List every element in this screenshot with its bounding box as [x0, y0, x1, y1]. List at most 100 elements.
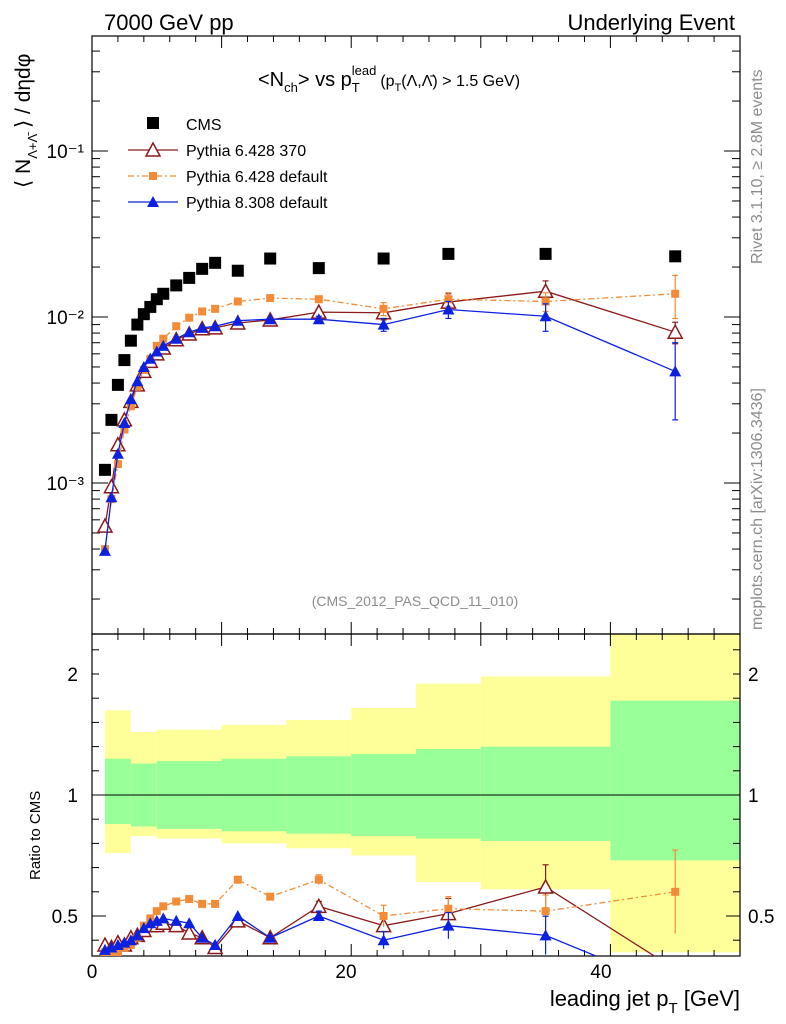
point-p8-default-16 [312, 313, 325, 325]
point-p8-default-4 [124, 393, 137, 405]
ratio-point-p8-default-9 [157, 912, 170, 924]
ratio-point-p6-default-11 [185, 895, 194, 904]
point-p8-default-13 [209, 320, 222, 332]
ratio-point-p8-default-4 [124, 934, 137, 946]
point-p6-default-19 [541, 297, 550, 306]
ratio-point-p6-default-9 [159, 902, 168, 911]
legend-marker-p8-default [147, 196, 159, 207]
legend: CMS Pythia 6.428 370 Pythia 6.428 defaul… [128, 117, 328, 212]
ratio-axis-title: Ratio to CMS [27, 791, 44, 880]
ratio-point-p8-default-19 [539, 929, 552, 941]
ratio-point-p6-default-15 [266, 892, 275, 901]
ratio-tick-label-2-left: 2 [67, 665, 78, 686]
ratio-point-p6-default-10 [172, 897, 181, 906]
header-left: 7000 GeV pp [104, 10, 234, 35]
point-p8-default-15 [264, 313, 277, 325]
y-tick-label-1e-1: 10⁻¹ [47, 142, 85, 163]
ratio-point-p6-default-13 [211, 899, 220, 908]
x-tick-label-40: 40 [590, 962, 611, 983]
ratio-point-p6-default-20 [671, 887, 680, 896]
cms-point-4 [124, 334, 137, 347]
mcplots-label: mcplots.cern.ch [arXiv:1306.3436] [749, 388, 766, 630]
point-p6-default-3 [120, 425, 129, 434]
point-p8-default-10 [170, 332, 183, 344]
x-tick-label-20: 20 [335, 962, 356, 983]
ratio-point-p8-default-14 [231, 910, 244, 921]
ratio-point-p8-default-13 [209, 939, 222, 951]
ratio-panel-series [96, 849, 680, 956]
y-axis-title: ⟨ NΛ+Λ̄ ⟩ / dηdφ [12, 54, 40, 188]
legend-label-p8-default: Pythia 8.308 default [186, 195, 328, 212]
ratio-point-p6-370-11 [180, 924, 198, 940]
legend-marker-p6-370 [144, 141, 162, 157]
header-right: Underlying Event [567, 10, 735, 35]
point-p6-default-17 [379, 304, 388, 313]
ratio-point-p8-default-5 [131, 929, 144, 941]
cms-point-17 [377, 252, 390, 265]
point-p8-default-14 [231, 314, 244, 326]
band-green-6 [416, 749, 481, 839]
point-p8-default-0 [98, 544, 111, 556]
band-green-7 [480, 746, 611, 841]
ratio-point-p8-default-11 [183, 917, 196, 929]
ratio-point-p6-default-8 [152, 907, 161, 916]
ratio-tick-label-0.5-left: 0.5 [52, 907, 78, 928]
band-green-8 [610, 700, 740, 861]
x-axis-title: leading jet pT [GeV] [550, 986, 740, 1017]
ratio-point-p6-default-18 [444, 904, 453, 913]
legend-label-p6-default: Pythia 6.428 default [186, 169, 328, 186]
point-p8-default-9 [157, 339, 170, 351]
series-line-p8-default [104, 308, 676, 551]
point-p8-default-20 [669, 365, 682, 377]
cms-point-9 [157, 287, 170, 300]
ratio-point-p8-default-15 [264, 931, 277, 943]
y-tick-label-1e-3: 10⁻³ [47, 474, 85, 495]
ratio-tick-labels: 0.5 1 2 0.5 1 2 [52, 665, 775, 928]
plot-title: <Nch> vs pTlead(pT(Λ,Λ̄) > 1.5 GeV) [258, 63, 520, 95]
legend-marker-cms [147, 117, 159, 129]
point-p8-default-1 [105, 491, 118, 503]
x-tick-labels: 0 20 40 [87, 962, 612, 983]
rivet-label: Rivet 3.1.10, ≥ 2.8M events [749, 69, 766, 264]
point-p6-370-1 [103, 478, 120, 494]
legend-marker-p6-default [149, 172, 157, 180]
ratio-point-p8-default-18 [442, 919, 455, 931]
point-p8-default-5 [131, 375, 144, 387]
ratio-point-p6-370-19 [537, 878, 554, 894]
point-p6-default-9 [159, 334, 168, 343]
cms-point-1 [105, 413, 118, 426]
ratio-point-p6-default-1 [107, 950, 116, 956]
series-line-p6-370 [104, 290, 676, 527]
band-green-0 [104, 758, 131, 825]
point-p8-default-18 [442, 303, 455, 315]
cms-point-3 [118, 354, 131, 367]
analysis-watermark: (CMS_2012_PAS_QCD_11_010) [312, 593, 519, 609]
point-p8-default-6 [137, 360, 150, 372]
point-p6-default-10 [172, 322, 181, 331]
point-p6-default-18 [444, 295, 453, 304]
cms-point-2 [111, 378, 124, 391]
ratio-point-p8-default-17 [377, 934, 390, 946]
cms-point-15 [264, 252, 277, 265]
point-p6-default-15 [266, 294, 275, 303]
axis-ticks [91, 36, 741, 956]
cms-point-13 [209, 256, 222, 269]
ratio-point-p6-default-16 [314, 875, 323, 884]
cms-point-20 [669, 250, 682, 263]
cms-point-10 [170, 279, 183, 292]
legend-label-cms: CMS [186, 117, 222, 134]
cms-point-5 [131, 318, 144, 331]
point-p6-default-14 [233, 297, 242, 306]
point-p8-default-17 [377, 318, 390, 330]
ratio-point-p6-default-19 [541, 907, 550, 916]
cms-point-18 [442, 247, 455, 260]
cms-point-12 [196, 262, 209, 275]
ratio-point-p8-default-16 [312, 910, 325, 921]
point-p8-default-12 [196, 321, 209, 333]
cms-point-11 [183, 271, 196, 284]
point-p6-default-2 [113, 460, 122, 469]
point-p6-default-16 [314, 295, 323, 304]
ratio-tick-label-0.5-right: 0.5 [748, 907, 774, 928]
point-p6-default-5 [133, 382, 142, 391]
ratio-tick-label-2-right: 2 [748, 665, 759, 686]
